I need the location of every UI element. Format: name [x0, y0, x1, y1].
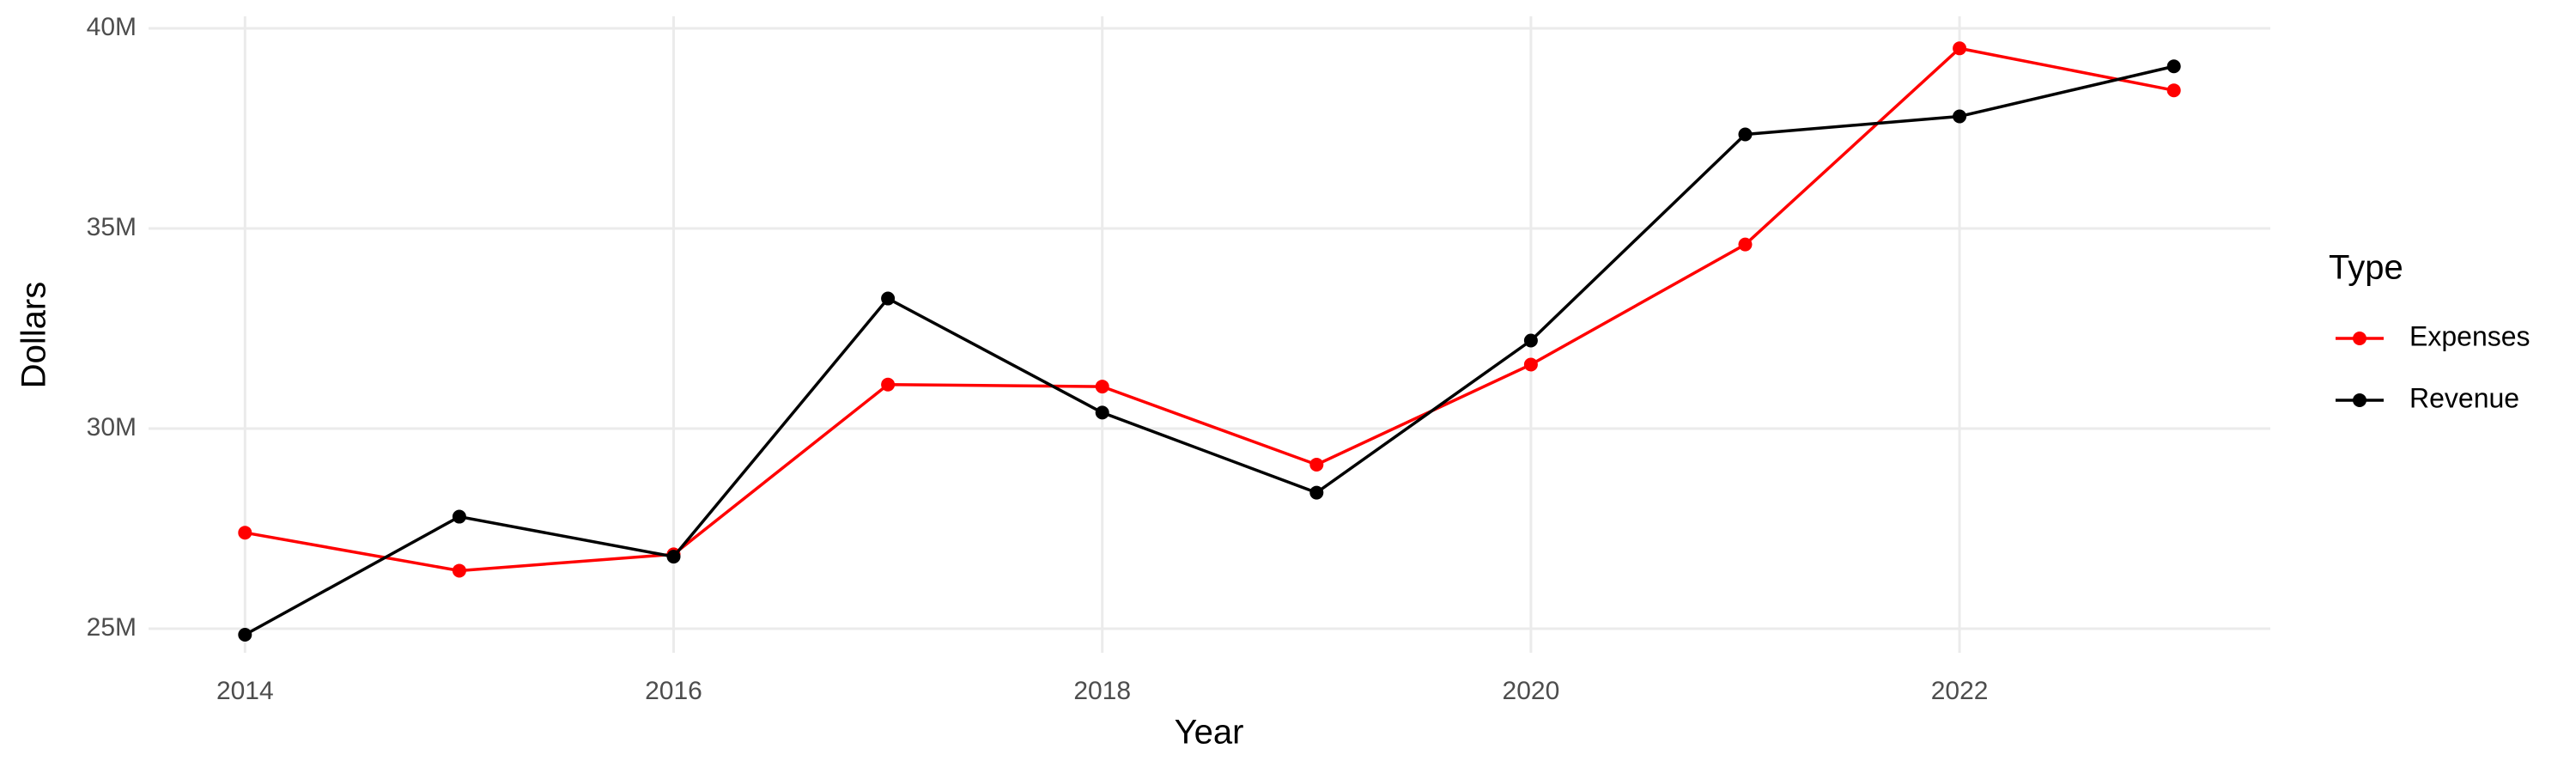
data-point	[1523, 333, 1538, 348]
data-point	[666, 550, 681, 564]
legend-title: Type	[2329, 249, 2403, 287]
data-point	[1738, 127, 1753, 142]
x-tick-label: 2022	[1931, 677, 1989, 705]
legend-label: Revenue	[2409, 382, 2519, 413]
data-point	[1738, 237, 1753, 252]
data-point	[1953, 109, 1967, 124]
series-line	[245, 46, 2175, 573]
data-point	[881, 291, 896, 306]
x-tick-label: 2018	[1073, 677, 1131, 705]
data-point	[881, 377, 896, 392]
grid	[149, 16, 2270, 653]
data-point	[1095, 405, 1109, 420]
data-point	[238, 526, 252, 540]
data-point	[2166, 83, 2181, 98]
data-point	[2166, 59, 2181, 74]
data-point	[1309, 457, 1324, 472]
y-tick-label: 40M	[87, 13, 137, 41]
y-axis-title: Dollars	[15, 282, 53, 388]
y-tick-label: 30M	[87, 413, 137, 441]
data-point	[238, 628, 252, 642]
y-tick-label: 25M	[87, 613, 137, 642]
x-tick-label: 2016	[645, 677, 702, 705]
data-point	[1095, 380, 1109, 394]
x-axis-title: Year	[1175, 714, 1244, 752]
legend-point	[2353, 332, 2366, 345]
series-line	[244, 64, 2175, 636]
legend-point	[2353, 393, 2366, 407]
data-point	[1523, 357, 1538, 372]
x-tick-label: 2020	[1503, 677, 1560, 705]
data-point	[1309, 485, 1324, 500]
data-point	[1953, 41, 1967, 56]
plot-area	[238, 41, 2181, 642]
y-tick-label: 35M	[87, 213, 137, 241]
x-tick-label: 2014	[216, 677, 274, 705]
data-point	[452, 509, 466, 524]
legend-label: Expenses	[2409, 320, 2530, 351]
data-point	[452, 563, 466, 578]
